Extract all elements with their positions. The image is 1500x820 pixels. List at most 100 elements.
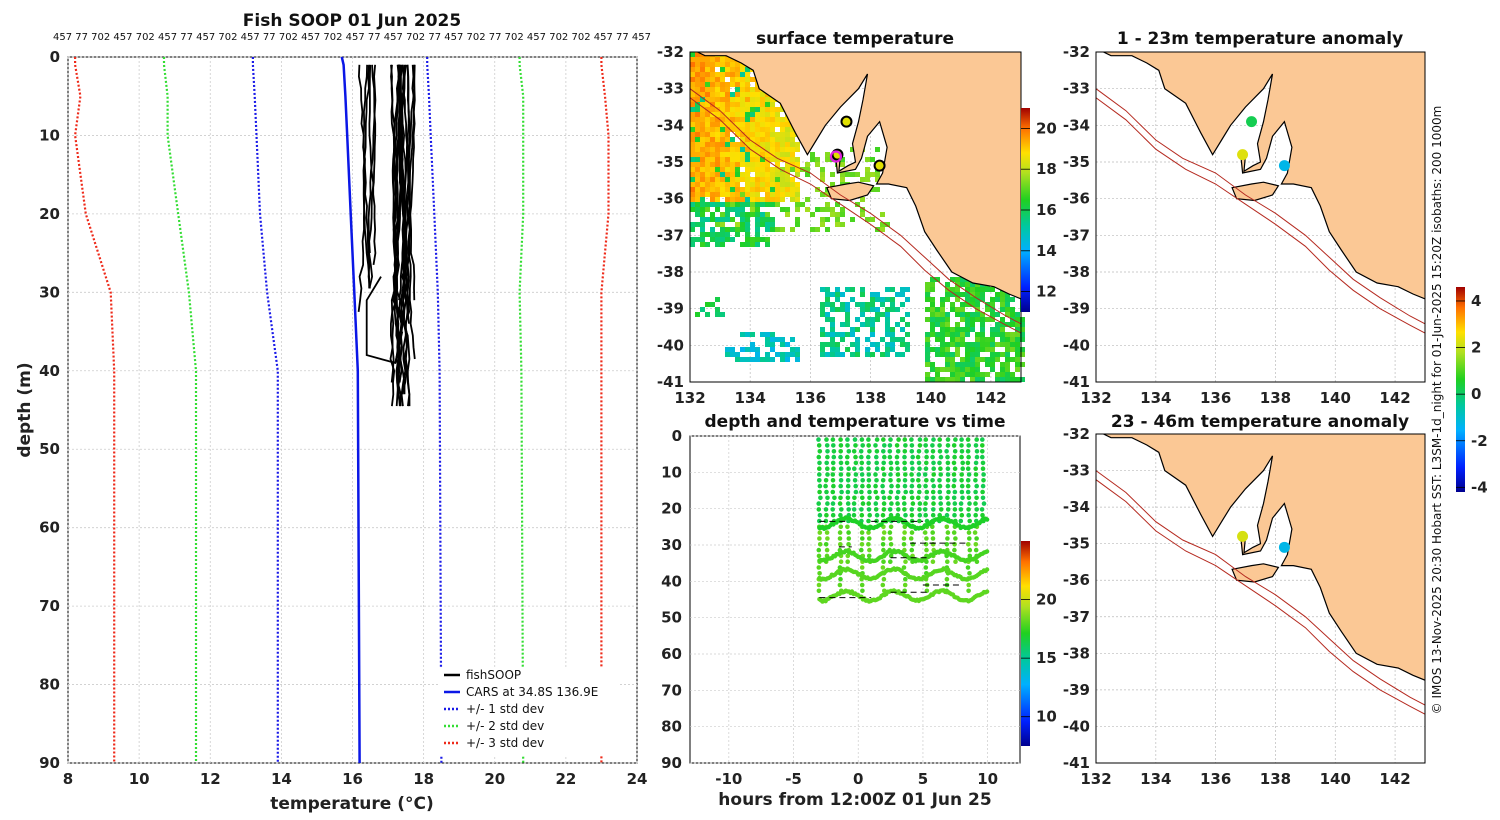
- sst-cell: [710, 167, 715, 172]
- cast-point: [974, 559, 980, 564]
- sst-cell: [720, 72, 725, 77]
- cast-point: [859, 507, 864, 512]
- x-tick-label: 8: [63, 770, 73, 788]
- sst-cell: [975, 302, 980, 307]
- sst-cell: [745, 112, 750, 117]
- series-line--1std: [251, 57, 279, 763]
- sst-cell: [875, 187, 880, 192]
- sst-cell: [750, 212, 755, 217]
- cast-point: [846, 536, 852, 541]
- cast-point: [931, 460, 936, 466]
- cast-point: [823, 518, 829, 524]
- cast-point: [959, 449, 965, 454]
- cast-point: [853, 454, 858, 460]
- sst-cell: [705, 302, 710, 307]
- sst-cell: [755, 102, 760, 107]
- sst-cell: [750, 357, 755, 362]
- cast-point: [959, 443, 964, 448]
- sst-cell: [955, 292, 960, 297]
- sst-cell: [750, 202, 755, 207]
- sst-cell: [970, 327, 975, 332]
- sst-cell: [790, 337, 795, 342]
- sst-cell: [820, 207, 825, 212]
- sst-cell: [975, 377, 980, 382]
- cast-point: [867, 449, 872, 454]
- cast-point: [823, 507, 829, 512]
- sst-cell: [720, 142, 725, 147]
- sst-cell: [840, 177, 845, 182]
- sst-cell: [930, 347, 935, 352]
- y-tick-label: 10: [39, 126, 60, 144]
- sst-cell: [805, 172, 810, 177]
- y-tick-label: 50: [661, 609, 682, 627]
- sst-cell: [855, 352, 860, 357]
- cast-point: [931, 472, 936, 477]
- cast-point: [866, 501, 871, 506]
- sst-cell: [775, 202, 780, 207]
- sst-cell: [765, 227, 770, 232]
- sst-cell: [995, 342, 1000, 347]
- x-tick-label: 12: [200, 770, 221, 788]
- sst-cell: [750, 147, 755, 152]
- sst-cell: [885, 312, 890, 317]
- sst-cell: [750, 162, 755, 167]
- sst-cell: [965, 317, 970, 322]
- sst-cell: [1005, 332, 1010, 337]
- sst-cell: [775, 162, 780, 167]
- sst-cell: [975, 347, 980, 352]
- x-tick-label: 138: [855, 389, 886, 407]
- sst-cell: [1000, 292, 1005, 297]
- sst-cell: [765, 342, 770, 347]
- timeseries-x-ticks: -10 -5 0 5 10: [715, 770, 998, 788]
- sst-cell: [710, 147, 715, 152]
- cast-point: [930, 512, 936, 518]
- sst-cell: [715, 242, 720, 247]
- sst-cell: [825, 297, 830, 302]
- sst-cell: [780, 182, 785, 187]
- sst-cell: [760, 117, 765, 122]
- sst-cell: [705, 57, 710, 62]
- x-tick-label: 142: [1379, 389, 1410, 407]
- sst-cell: [695, 67, 700, 72]
- cast-point: [830, 489, 836, 495]
- sst-cell: [875, 292, 880, 297]
- cast-point: [873, 507, 879, 512]
- sst-cell: [955, 342, 960, 347]
- sst-cell: [860, 292, 865, 297]
- x-tick-label: 134: [735, 389, 766, 407]
- cast-point: [945, 483, 951, 489]
- sst-cell: [1005, 352, 1010, 357]
- sst-cell: [710, 177, 715, 182]
- x-tick-label: 5: [918, 770, 928, 788]
- cast-point: [874, 449, 880, 454]
- sst-cell: [700, 197, 705, 202]
- sst-cell: [960, 337, 965, 342]
- sst-cell: [970, 302, 975, 307]
- sst-cell: [855, 347, 860, 352]
- colorbar-tick-label: 0: [1471, 385, 1481, 403]
- sst-cell: [755, 107, 760, 112]
- sst-cell: [795, 167, 800, 172]
- sst-cell: [745, 117, 750, 122]
- sst-cell: [1020, 322, 1025, 327]
- cast-point: [902, 582, 908, 588]
- sst-cell: [700, 157, 705, 162]
- cast-point: [816, 501, 821, 506]
- y-tick-label: 50: [39, 440, 60, 458]
- isobath-1000m: [1096, 479, 1425, 715]
- sst-cell: [980, 342, 985, 347]
- sst-cell: [820, 177, 825, 182]
- sst-cell: [795, 222, 800, 227]
- sst-cell: [705, 122, 710, 127]
- sst-cell: [980, 372, 985, 377]
- anom2-title: 23 - 46m temperature anomaly: [1111, 412, 1409, 432]
- sst-cell: [725, 207, 730, 212]
- sst-cell: [735, 107, 740, 112]
- sst-cell: [845, 172, 850, 177]
- sst-cell: [740, 242, 745, 247]
- x-tick-label: 20: [484, 770, 505, 788]
- sst-cell: [745, 182, 750, 187]
- cast-point: [875, 495, 880, 501]
- sst-cell: [740, 197, 745, 202]
- sst-cell: [845, 317, 850, 322]
